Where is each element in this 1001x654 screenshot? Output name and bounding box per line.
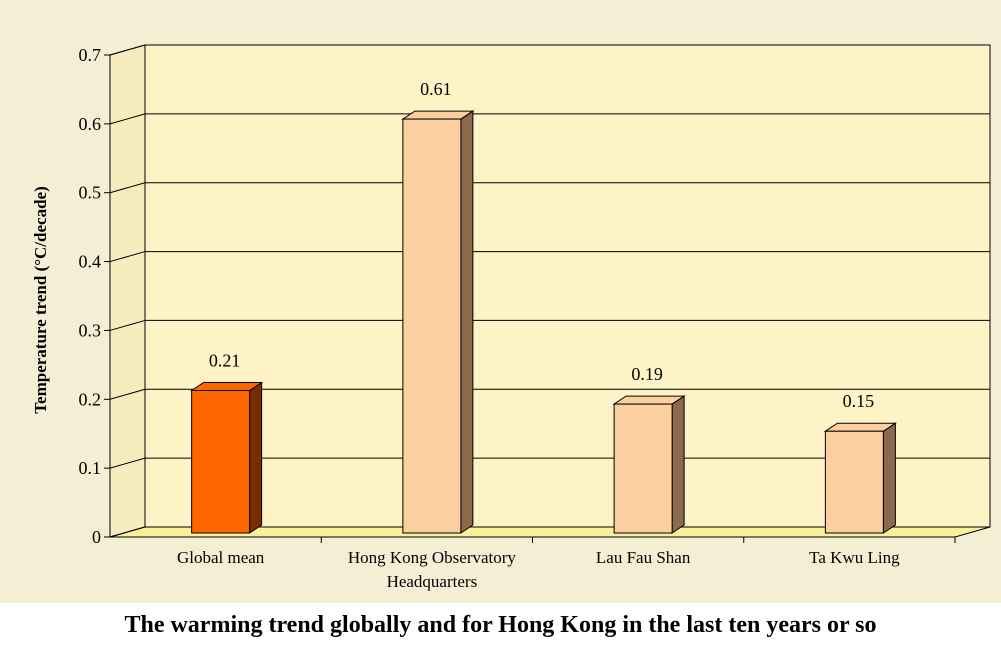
gridline-side xyxy=(109,182,146,194)
bar-side xyxy=(460,110,474,534)
y-tick-label: 0.5 xyxy=(79,183,102,203)
gridline-side xyxy=(109,457,146,469)
data-label: 0.61 xyxy=(420,79,452,99)
chart-caption: The warming trend globally and for Hong … xyxy=(124,612,877,638)
bar xyxy=(613,403,673,534)
bar-top xyxy=(612,395,686,405)
bar-top xyxy=(401,110,475,120)
gridline-side xyxy=(109,319,146,331)
bar-side xyxy=(882,422,896,534)
bar-chart: 0 0.1 0.2 0.3 0.4 0.5 0.6 0.7 Temperature trend … xyxy=(31,44,991,591)
y-tick-label: 0.3 xyxy=(79,320,102,340)
x-tick-label: Ta Kwu Ling xyxy=(809,548,900,567)
y-tick-label: 0 xyxy=(92,527,101,547)
data-label: 0.15 xyxy=(843,391,875,411)
y-tick-label: 0.4 xyxy=(79,252,102,272)
chart-panel: 0 0.1 0.2 0.3 0.4 0.5 0.6 0.7 Temperature trend … xyxy=(0,0,1001,603)
gridline-side xyxy=(109,44,146,56)
data-label: 0.19 xyxy=(631,364,663,384)
x-tick-label: Hong Kong Observatory xyxy=(348,548,517,567)
gridline-side xyxy=(109,388,146,400)
bar-top xyxy=(823,422,898,432)
bar xyxy=(402,118,462,534)
x-tick-label: Lau Fau Shan xyxy=(596,548,691,567)
y-tick-label: 0.1 xyxy=(79,458,102,478)
data-label: 0.21 xyxy=(209,351,241,371)
bar-top xyxy=(189,382,264,391)
y-tick-label: 0.7 xyxy=(79,45,102,65)
x-tick-label: Headquarters xyxy=(387,572,478,591)
bar-side xyxy=(249,381,263,534)
bar xyxy=(824,430,884,534)
x-tick-label: Global mean xyxy=(177,548,265,567)
gridline-side xyxy=(109,526,146,538)
bar xyxy=(191,390,251,534)
y-tick-label: 0.6 xyxy=(79,114,102,134)
bar-side xyxy=(671,395,685,534)
gridline-side xyxy=(109,113,146,125)
gridline-side xyxy=(109,251,146,263)
y-axis-label: Temperature trend (°C/decade) xyxy=(31,186,50,413)
y-tick-label: 0.2 xyxy=(79,389,102,409)
